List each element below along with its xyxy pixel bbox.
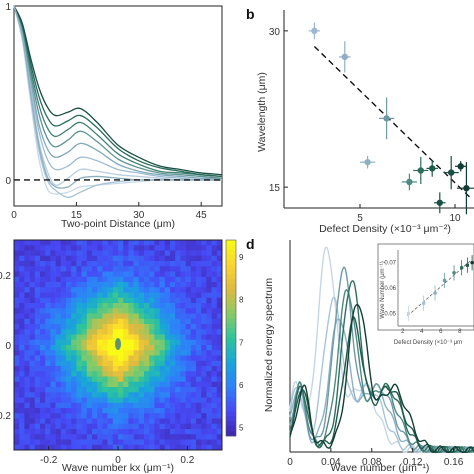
panel-b-point: [401, 173, 417, 191]
panel-c-xlabel: Wave number kx (μm⁻¹): [62, 462, 174, 474]
panel-c-ytick-label: 0.2: [0, 411, 11, 422]
panel-d-letter: d: [246, 236, 255, 252]
panel-c-ticks: -0.2 0 0.2 0.2 0 0.2: [0, 271, 195, 466]
inset-xtick-label: 4: [420, 329, 424, 335]
panel-b-point: [413, 156, 429, 185]
panel-d-xtick-label: 0.04: [321, 457, 341, 468]
panel-b-ytick-label: 30: [269, 27, 281, 38]
panel-d-series: [289, 246, 474, 454]
inset-point: [433, 291, 437, 295]
panel-a-line: [13, 5, 223, 179]
panel-c: 9 8 7 6 5 -0.2 0 0.2 0.2 0 0.2 Wave number kx (μm…: [0, 239, 244, 474]
panel-b-point: [434, 192, 446, 214]
inset-xtick-label: 8: [458, 329, 462, 335]
panel-b-ticks: 5 10 15 30: [269, 27, 461, 224]
panel-a-ytick-label: 0: [5, 176, 11, 187]
panel-c-heatmap: [14, 240, 223, 451]
panel-c-colorbar: 9 8 7 6 5: [225, 239, 244, 437]
inset-xtick-label: 2: [401, 329, 405, 335]
inset-point: [470, 260, 474, 265]
panel-b-xtick-label: 10: [449, 213, 461, 224]
panel-a-xtick-label: 45: [196, 210, 208, 221]
panel-a-line: [13, 5, 222, 189]
inset-point: [442, 278, 447, 283]
inset-xlabel: Defect Density (×10⁻³ μm: [394, 340, 462, 346]
inset-xtick-label: 6: [439, 329, 443, 335]
panel-a-line: [13, 5, 223, 181]
panel-b-point: [339, 41, 351, 73]
panel-b-fit-line: [313, 45, 471, 199]
panel-b-point: [443, 155, 459, 190]
inset-ytick-label: 0.05: [384, 311, 396, 317]
panel-a-xlabel: Two-point Distance (μm): [61, 218, 175, 230]
panel-b-point: [455, 161, 467, 172]
panel-a-xtick-label: 30: [133, 210, 145, 221]
panel-a-xtick-label: 0: [11, 210, 17, 221]
panel-b-xtick-label: 5: [357, 213, 363, 224]
inset-point: [465, 263, 470, 268]
panel-b-letter: b: [246, 6, 255, 22]
panel-b-ylabel: Wavelength (μm): [256, 72, 268, 152]
panel-a-line: [13, 5, 223, 176]
inset-point: [406, 311, 411, 316]
panel-c-xtick-label: 0: [115, 455, 121, 466]
inset-point: [452, 271, 456, 275]
panel-b-point: [308, 22, 321, 40]
panel-d: d 0 0.04 0.08 0.12 0.16 Wave number (μm⁻¹) N…: [246, 236, 474, 474]
panel-d-inset: 0.07 0.06 0.05 2 4 6 8 Defect Density (×10⁻³ μ…: [377, 243, 474, 346]
panel-d-line: [289, 266, 474, 454]
panel-d-line: [289, 316, 474, 454]
panel-b-point: [426, 160, 438, 177]
panel-a-series: [13, 5, 223, 198]
panel-b-point: [456, 162, 474, 215]
colorbar-tick-label: 7: [239, 338, 244, 347]
panel-a-ticks: 0 15 30 45 1 0: [5, 2, 207, 221]
panel-b-point: [379, 97, 395, 140]
panel-d-line: [289, 303, 474, 454]
panel-b: b 5 10 15 30 Defect Density (×10⁻³ μm⁻²) Wa…: [246, 6, 474, 235]
panel-c-xtick-label: -0.2: [40, 455, 58, 466]
panel-a-xtick-label: 15: [71, 210, 83, 221]
panel-a-frame: [13, 5, 223, 207]
panel-a-line: [13, 5, 223, 178]
panel-d-xtick-label: 0: [287, 457, 293, 468]
panel-a-line: [13, 5, 223, 179]
colorbar-tick-label: 5: [239, 423, 244, 432]
panel-d-xtick-label: 0.16: [444, 457, 464, 468]
colorbar-tick-label: 6: [239, 381, 244, 390]
inset-ytick-label: 0.06: [384, 286, 396, 292]
colorbar-tick-label: 8: [239, 296, 244, 305]
panel-a-line: [13, 5, 223, 178]
panel-d-xtick-label: 0.08: [362, 457, 382, 468]
panel-a: 0 15 30 45 1 0 Two-point Distance (μm): [5, 2, 223, 230]
inset-ylabel: Wave Number (μm⁻¹): [380, 261, 386, 318]
panel-b-fit: [313, 45, 471, 199]
colorbar-tick-label: 9: [239, 253, 244, 262]
panel-b-ytick-label: 15: [269, 183, 281, 194]
panel-b-xlabel: Defect Density (×10⁻³ μm⁻²): [319, 223, 451, 235]
inset-ytick-label: 0.07: [384, 261, 396, 267]
panel-c-xtick-label: 0.2: [180, 455, 194, 466]
inset-content: 0.07 0.06 0.05 2 4 6 8: [384, 250, 474, 335]
inset-point: [459, 265, 464, 270]
panel-a-ytick-label: 1: [5, 2, 11, 13]
panel-d-ylabel: Normalized energy spectrum: [263, 278, 275, 412]
inset-frame: [377, 243, 474, 331]
panel-d-xtick-label: 0.12: [403, 457, 423, 468]
panel-d-xlabel: Wave number (μm⁻¹): [331, 462, 430, 474]
panel-c-ytick-label: 0.2: [0, 271, 11, 282]
panel-d-ticks: 0 0.04 0.08 0.12 0.16: [287, 448, 464, 468]
panel-c-ytick-label: 0: [5, 341, 11, 352]
panel-b-point: [360, 155, 376, 169]
panel-b-points: [308, 22, 474, 215]
inset-point: [421, 301, 426, 306]
